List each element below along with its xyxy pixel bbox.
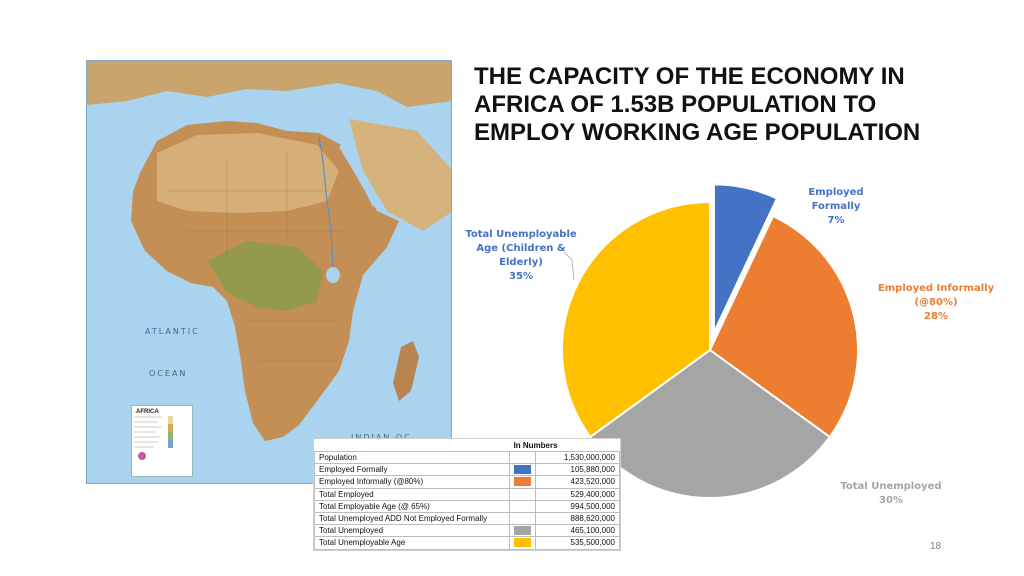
country-borders: [167, 151, 347, 362]
arabia-land: [349, 119, 451, 231]
row-value: 105,880,000: [535, 463, 620, 477]
row-value: 465,100,000: [535, 524, 620, 538]
row-swatch-cell: [509, 511, 537, 526]
row-value: 994,500,000: [535, 499, 620, 513]
label-employed-formally: Employed Formally 7%: [790, 186, 882, 228]
table-row: Total Unemployable Age 535,500,000: [313, 536, 620, 550]
row-label: Employed Informally (@80%): [313, 475, 511, 489]
congo-region: [207, 241, 323, 311]
row-swatch-cell: [509, 487, 537, 501]
row-value: 529,400,000: [535, 487, 620, 501]
label-total-unemployable: Total Unemployable Age (Children & Elder…: [456, 228, 586, 284]
table-header: In Numbers: [513, 440, 558, 450]
ocean-label: OCEAN: [149, 369, 188, 378]
row-swatch-cell: [509, 524, 537, 538]
table-row: Population 1,530,000,000: [313, 450, 620, 465]
row-label: Population: [313, 450, 511, 465]
table-body: Population 1,530,000,000 Employed Formally…: [313, 450, 620, 550]
table-row: Total Employable Age (@ 65%) 994,500,000: [313, 499, 620, 513]
slice-total-unemployable: [561, 200, 711, 439]
map-inset-graphic: [134, 411, 173, 460]
row-label: Total Employable Age (@ 65%): [313, 499, 511, 513]
africa-map-graphic: [87, 61, 451, 441]
row-value: 423,520,000: [535, 475, 620, 489]
row-swatch-cell: [509, 475, 537, 489]
table-row: Total Unemployed ADD Not Employed Formal…: [313, 511, 620, 526]
indian-ocean-label: INDIAN OC: [351, 433, 412, 442]
label-employed-formally-pct: 7%: [827, 215, 845, 226]
nile-river: [318, 136, 334, 268]
pie-chart: [561, 183, 859, 499]
row-label: Total Employed: [313, 487, 511, 501]
africa-map: ATLANTIC OCEAN INDIAN OC AFRICA: [86, 60, 452, 484]
table-header-row: In Numbers: [315, 439, 620, 452]
row-value: 1,530,000,000: [535, 450, 620, 465]
slice-employed-informally: [708, 214, 859, 439]
label-total-unemployed: Total Unemployed 30%: [836, 480, 946, 508]
row-swatch-cell: [509, 499, 537, 513]
row-label: Total Unemployed: [313, 524, 511, 538]
label-employed-informally-pct: 28%: [924, 311, 948, 322]
row-label: Total Unemployed ADD Not Employed Formal…: [313, 511, 511, 526]
row-color-swatch: [514, 538, 532, 548]
label-total-unemployed-name: Total Unemployed: [840, 481, 942, 492]
row-color-swatch: [514, 526, 532, 536]
slide-title: THE CAPACITY OF THE ECONOMY IN AFRICA OF…: [474, 63, 921, 146]
madagascar-land: [393, 341, 419, 401]
row-swatch-cell: [509, 450, 537, 465]
row-label: Total Unemployable Age: [313, 536, 511, 550]
row-label: Employed Formally: [313, 463, 511, 477]
map-legend-inset: AFRICA: [131, 405, 193, 477]
red-sea: [339, 141, 377, 207]
atlantic-label: ATLANTIC: [145, 327, 200, 336]
lake-victoria: [326, 267, 340, 283]
table-row: Total Unemployed 465,100,000: [313, 524, 620, 538]
row-value: 535,500,000: [535, 536, 620, 550]
table-row: Employed Formally 105,880,000: [313, 463, 620, 477]
label-employed-formally-name: Employed Formally: [808, 187, 864, 212]
table-row: Employed Informally (@80%) 423,520,000: [313, 475, 620, 489]
page-number: 18: [930, 541, 942, 552]
label-leader-line: [563, 251, 575, 281]
label-employed-informally-name: Employed Informally (@80%): [877, 283, 995, 308]
row-swatch-cell: [509, 536, 537, 550]
europe-land: [87, 61, 451, 107]
row-color-swatch: [514, 465, 532, 475]
label-total-unemployable-name: Total Unemployable Age (Children & Elder…: [465, 229, 577, 268]
table-row: Total Employed 529,400,000: [313, 487, 620, 501]
label-total-unemployed-pct: 30%: [879, 495, 903, 506]
label-total-unemployable-pct: 35%: [509, 271, 533, 282]
sahara-region: [157, 133, 339, 213]
row-value: 888,620,000: [535, 511, 620, 526]
slice-employed-formally: [712, 183, 779, 333]
row-swatch-cell: [509, 463, 537, 477]
row-color-swatch: [514, 477, 532, 487]
numbers-table: In Numbers Population 1,530,000,000 Employ…: [313, 439, 620, 550]
label-employed-informally: Employed Informally (@80%) 28%: [872, 282, 1000, 324]
